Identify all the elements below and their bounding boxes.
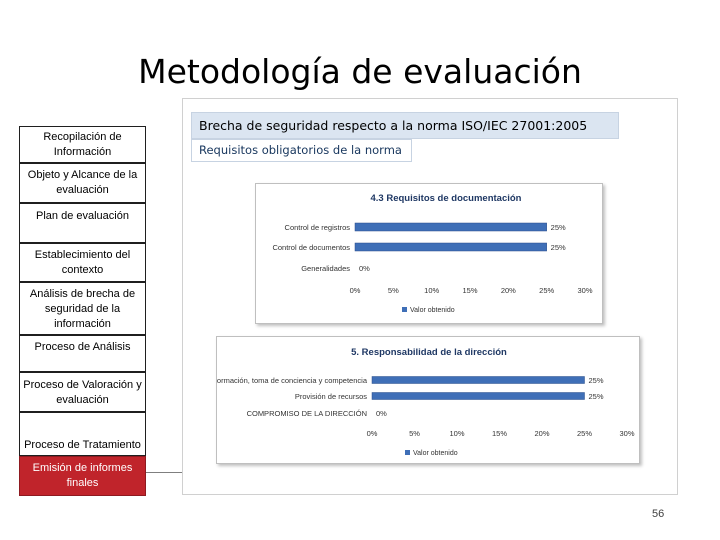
bar — [371, 392, 585, 400]
step-proceso-analisis[interactable]: Proceso de Análisis — [19, 335, 146, 372]
x-tick-label: 20% — [534, 429, 549, 438]
step-emision-informes[interactable]: Emisión de informes finales — [19, 456, 146, 496]
category-label: Control de registros — [285, 223, 351, 232]
x-tick-label: 30% — [577, 286, 592, 295]
connector-line — [146, 472, 182, 473]
chart-responsabilidad: 5. Responsabilidad de la dirección Formac… — [216, 336, 640, 464]
chart-title: 4.3 Requisitos de documentación — [371, 193, 522, 204]
chart-documentacion-svg: 4.3 Requisitos de documentación Control d… — [272, 193, 592, 314]
data-label: 25% — [551, 223, 566, 232]
legend-swatch — [402, 307, 407, 312]
step-recopilacion[interactable]: Recopilación de Información — [19, 126, 146, 163]
step-tratamiento[interactable]: Proceso de Tratamiento — [19, 412, 146, 456]
step-objeto-alcance[interactable]: Objeto y Alcance de la evaluación — [19, 163, 146, 203]
x-tick-label: 10% — [424, 286, 439, 295]
x-tick-label: 30% — [619, 429, 634, 438]
x-tick-label: 25% — [577, 429, 592, 438]
bar — [354, 222, 547, 232]
x-tick-label: 5% — [388, 286, 399, 295]
chart-documentacion: 4.3 Requisitos de documentación Control d… — [255, 183, 603, 324]
legend-label: Valor obtenido — [410, 307, 455, 314]
step-valoracion[interactable]: Proceso de Valoración y evaluación — [19, 372, 146, 412]
page-number: 56 — [652, 508, 665, 520]
category-label: Generalidades — [301, 264, 350, 273]
data-label: 25% — [551, 243, 566, 252]
gap-header: Brecha de seguridad respecto a la norma … — [191, 112, 619, 139]
category-label: Formación, toma de conciencia y competen… — [217, 376, 368, 385]
data-label: 25% — [589, 376, 604, 385]
x-tick-label: 15% — [492, 429, 507, 438]
chart-responsabilidad-svg: 5. Responsabilidad de la dirección Formac… — [217, 347, 635, 457]
bar — [371, 376, 585, 384]
step-contexto[interactable]: Establecimiento del contexto — [19, 243, 146, 282]
data-label: 25% — [589, 392, 604, 401]
x-tick-label: 10% — [449, 429, 464, 438]
bar — [354, 242, 547, 252]
legend-label: Valor obtenido — [413, 450, 458, 457]
x-tick-label: 0% — [350, 286, 361, 295]
category-label: COMPROMISO DE LA DIRECCIÓN — [247, 409, 367, 418]
data-label: 0% — [376, 409, 387, 418]
x-tick-label: 5% — [409, 429, 420, 438]
legend-swatch — [405, 450, 410, 455]
category-label: Provisión de recursos — [295, 392, 367, 401]
step-plan[interactable]: Plan de evaluación — [19, 203, 146, 243]
data-label: 0% — [359, 264, 370, 273]
gap-subheader: Requisitos obligatorios de la norma — [191, 139, 412, 162]
x-tick-label: 15% — [462, 286, 477, 295]
step-analisis-brecha[interactable]: Análisis de brecha de seguridad de la in… — [19, 282, 146, 335]
category-label: Control de documentos — [272, 243, 350, 252]
chart-title: 5. Responsabilidad de la dirección — [351, 347, 507, 358]
x-tick-label: 25% — [539, 286, 554, 295]
x-tick-label: 0% — [367, 429, 378, 438]
slide-title: Metodología de evaluación — [138, 52, 582, 91]
x-tick-label: 20% — [501, 286, 516, 295]
